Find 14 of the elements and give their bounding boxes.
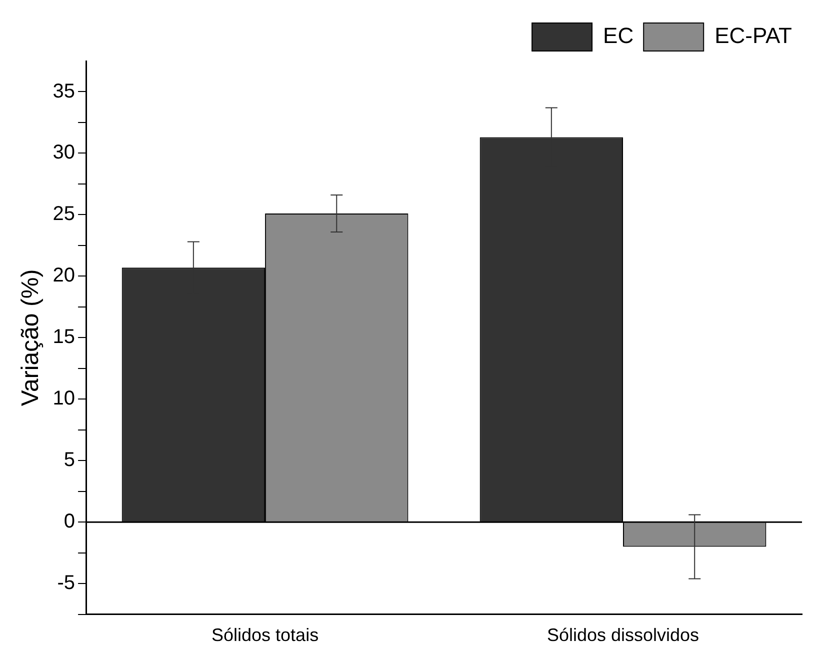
y-tick-label: 15 — [52, 326, 76, 348]
x-tick-label: Sólidos dissolvidos — [546, 625, 700, 646]
y-tick-label: 0 — [64, 510, 76, 533]
x-tick-label: Sólidos totais — [212, 625, 319, 646]
y-tick-label: 25 — [52, 203, 76, 226]
y-tick-label: 35 — [52, 80, 76, 102]
legend-label: EC-PAT — [714, 23, 792, 48]
y-tick-label: 20 — [52, 264, 76, 287]
y-axis-title: Variação (%) — [17, 269, 44, 406]
y-tick-label: 5 — [64, 449, 76, 472]
y-tick-label: 30 — [52, 142, 76, 164]
legend-label: EC — [603, 23, 634, 48]
y-tick-label: 10 — [52, 388, 76, 410]
y-tick-label: -5 — [57, 572, 76, 594]
